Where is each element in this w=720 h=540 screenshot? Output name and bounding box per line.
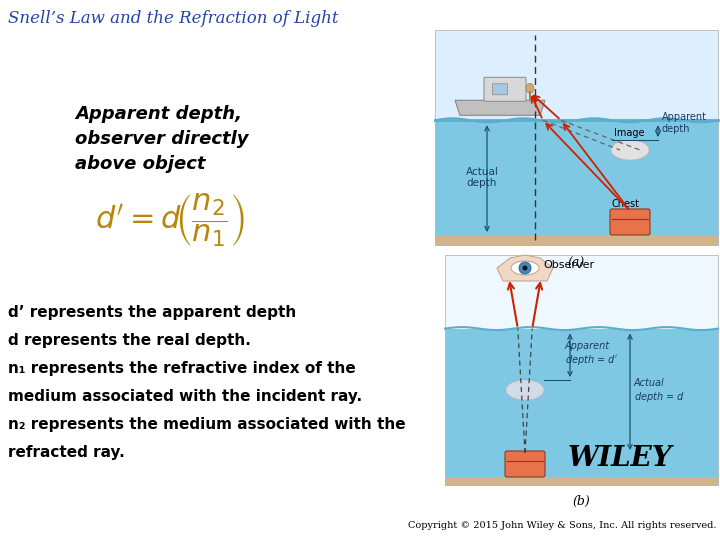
Text: Actual
depth: Actual depth <box>466 167 498 188</box>
Text: d’ represents the apparent depth: d’ represents the apparent depth <box>8 305 296 320</box>
FancyBboxPatch shape <box>435 120 718 245</box>
Ellipse shape <box>511 261 539 275</box>
Text: WILEY: WILEY <box>567 445 672 472</box>
FancyBboxPatch shape <box>445 329 718 485</box>
Polygon shape <box>455 100 545 116</box>
Text: (b): (b) <box>572 495 590 508</box>
Text: (a): (a) <box>568 257 585 270</box>
FancyBboxPatch shape <box>505 451 545 477</box>
Text: Copyright © 2015 John Wiley & Sons, Inc. All rights reserved.: Copyright © 2015 John Wiley & Sons, Inc.… <box>408 521 716 530</box>
Ellipse shape <box>526 83 534 93</box>
FancyBboxPatch shape <box>484 77 526 102</box>
Text: Actual
depth = $d$: Actual depth = $d$ <box>634 378 685 404</box>
Text: d represents the real depth.: d represents the real depth. <box>8 333 251 348</box>
Text: Apparent
depth = $d'$: Apparent depth = $d'$ <box>565 341 618 367</box>
Text: Observer: Observer <box>543 260 594 270</box>
Text: Chest: Chest <box>612 199 640 209</box>
FancyBboxPatch shape <box>492 84 508 95</box>
Text: Snell’s Law and the Refraction of Light: Snell’s Law and the Refraction of Light <box>8 10 338 27</box>
Text: medium associated with the incident ray.: medium associated with the incident ray. <box>8 389 362 404</box>
Text: Image: Image <box>614 128 644 138</box>
FancyBboxPatch shape <box>435 235 718 245</box>
Ellipse shape <box>519 262 531 274</box>
Ellipse shape <box>611 140 649 160</box>
Text: $d' = d\!\left(\dfrac{n_2}{n_1}\right)$: $d' = d\!\left(\dfrac{n_2}{n_1}\right)$ <box>95 191 245 249</box>
Text: Apparent
depth: Apparent depth <box>662 112 707 134</box>
Text: n₂ represents the medium associated with the: n₂ represents the medium associated with… <box>8 417 405 432</box>
FancyBboxPatch shape <box>445 255 718 329</box>
FancyBboxPatch shape <box>445 477 718 485</box>
Text: n₁ represents the refractive index of the: n₁ represents the refractive index of th… <box>8 361 356 376</box>
Polygon shape <box>497 255 553 281</box>
Text: Apparent depth,
observer directly
above object: Apparent depth, observer directly above … <box>75 105 248 173</box>
Text: refracted ray.: refracted ray. <box>8 445 125 460</box>
Ellipse shape <box>523 266 528 271</box>
Ellipse shape <box>506 380 544 400</box>
FancyBboxPatch shape <box>435 30 718 120</box>
FancyBboxPatch shape <box>610 209 650 235</box>
